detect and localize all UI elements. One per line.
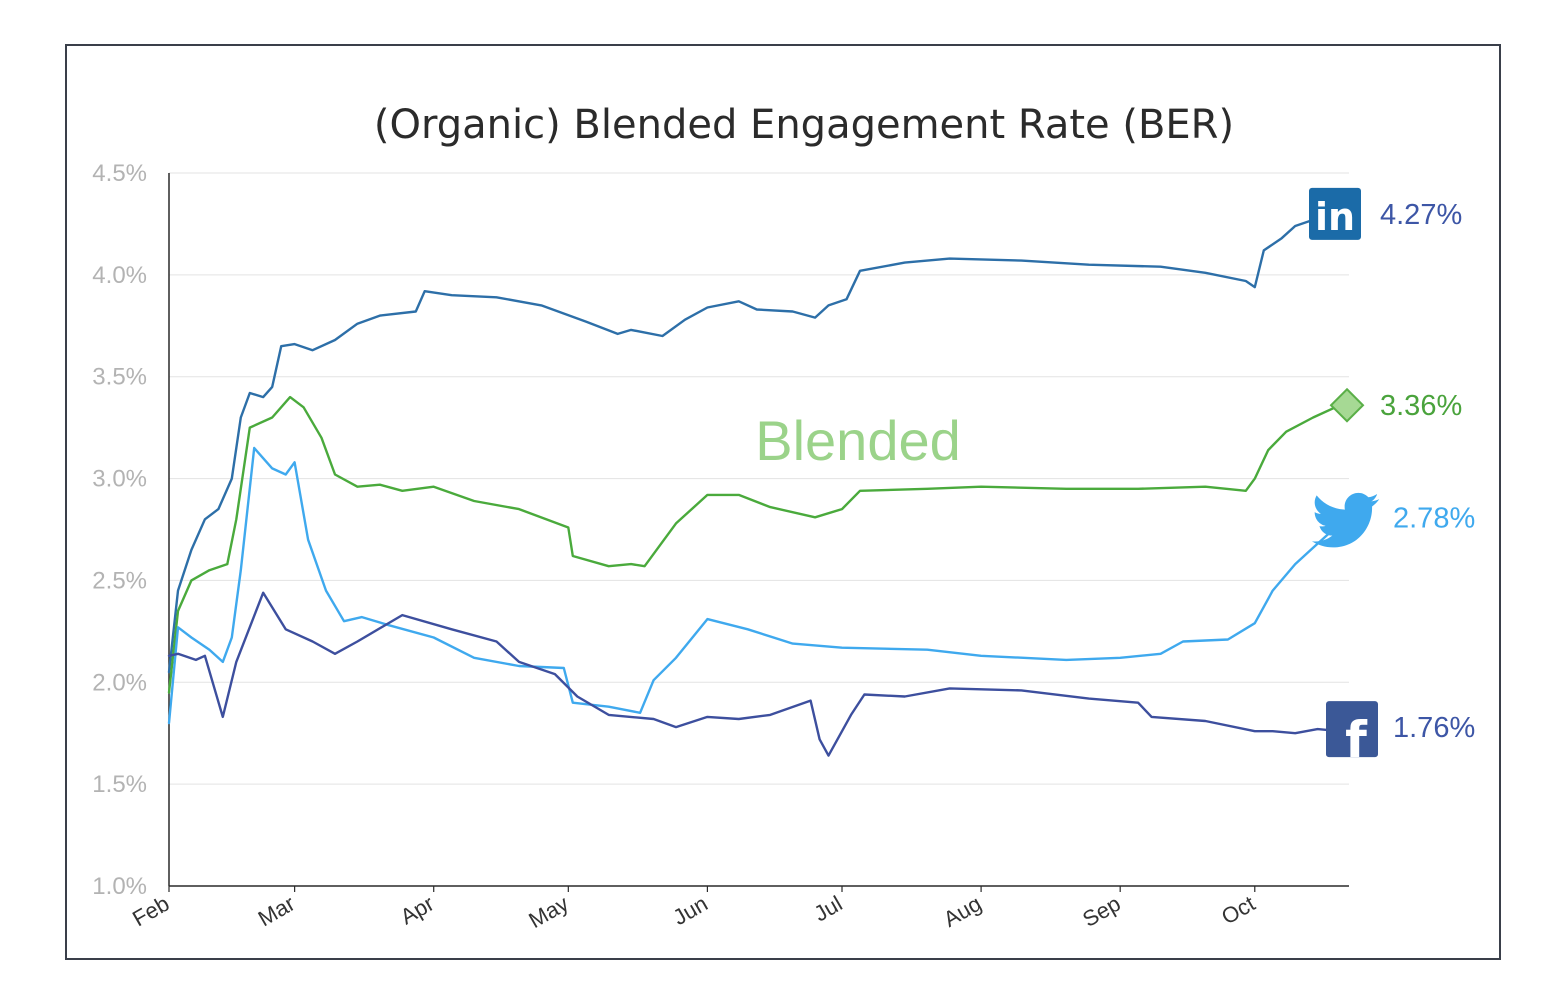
chart-frame xyxy=(65,44,1501,960)
y-tick-label: 4.5% xyxy=(92,160,147,187)
x-tick-label: Oct xyxy=(1217,891,1259,930)
facebook-icon: f xyxy=(1326,701,1378,769)
series-icons: in f xyxy=(1309,187,1380,769)
x-tick-label: Jun xyxy=(669,891,712,930)
chart-title: (Organic) Blended Engagement Rate (BER) xyxy=(374,102,1234,148)
y-tick-label: 2.0% xyxy=(92,669,147,696)
axes: 1.0%1.5%2.0%2.5%3.0%3.5%4.0%4.5%Feb Mar Ap… xyxy=(92,160,1349,933)
diamond-marker-icon xyxy=(1329,387,1365,423)
x-tick-label: Aug xyxy=(939,891,985,932)
blended-end-label: 3.36% xyxy=(1380,390,1462,422)
twitter-bird-icon xyxy=(1311,492,1380,548)
x-tick-label: Mar xyxy=(254,891,299,932)
linkedin-icon: in xyxy=(1309,187,1361,240)
y-tick-label: 3.5% xyxy=(92,364,147,391)
y-tick-label: 1.5% xyxy=(92,771,147,798)
svg-text:in: in xyxy=(1315,195,1355,239)
y-tick-label: 1.0% xyxy=(92,873,147,900)
linkedin-end-label: 4.27% xyxy=(1380,199,1462,231)
y-tick-label: 3.0% xyxy=(92,466,147,493)
x-tick-label: Jul xyxy=(810,891,847,927)
svg-text:f: f xyxy=(1345,711,1368,769)
x-tick-label: May xyxy=(524,891,572,933)
x-tick-label: Apr xyxy=(396,891,438,930)
y-tick-label: 2.5% xyxy=(92,567,147,594)
end-labels: 4.27% 3.36% 2.78% 1.76% xyxy=(1380,199,1475,744)
y-tick-label: 4.0% xyxy=(92,262,147,289)
blended-series-line xyxy=(167,395,1342,694)
twitter-end-label: 2.78% xyxy=(1393,502,1475,534)
linkedin-series-line xyxy=(167,218,1315,674)
facebook-end-label: 1.76% xyxy=(1393,712,1475,744)
grid xyxy=(169,172,1349,785)
facebook-series-line xyxy=(167,591,1342,757)
twitter-series-line xyxy=(167,446,1342,725)
blended-annotation: Blended xyxy=(755,409,961,472)
x-tick-label: Sep xyxy=(1078,891,1124,932)
series-lines xyxy=(167,218,1342,757)
